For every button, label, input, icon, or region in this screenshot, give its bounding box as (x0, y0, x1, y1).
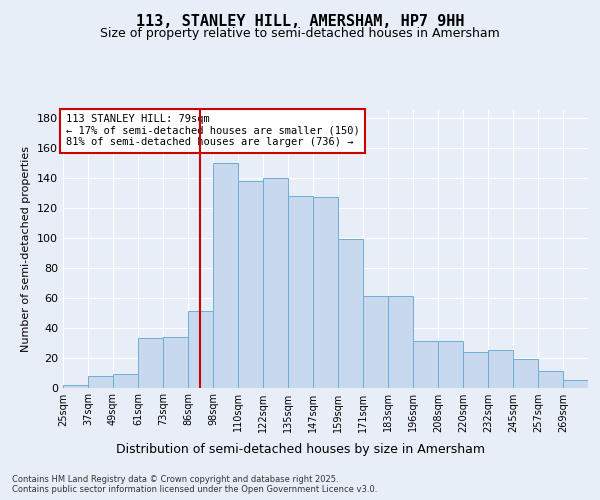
Bar (163, 336, 188, 388)
Bar (63, 384, 88, 388)
Text: Distribution of semi-detached houses by size in Amersham: Distribution of semi-detached houses by … (115, 442, 485, 456)
Y-axis label: Number of semi-detached properties: Number of semi-detached properties (22, 146, 31, 352)
Bar (388, 296, 413, 388)
Bar (238, 180, 263, 388)
Bar (113, 374, 138, 388)
Bar (488, 350, 513, 388)
Bar (213, 162, 238, 388)
Bar (288, 196, 313, 388)
Text: Size of property relative to semi-detached houses in Amersham: Size of property relative to semi-detach… (100, 28, 500, 40)
Text: 113, STANLEY HILL, AMERSHAM, HP7 9HH: 113, STANLEY HILL, AMERSHAM, HP7 9HH (136, 14, 464, 29)
Bar (438, 341, 463, 388)
Text: 113 STANLEY HILL: 79sqm
← 17% of semi-detached houses are smaller (150)
81% of s: 113 STANLEY HILL: 79sqm ← 17% of semi-de… (65, 114, 359, 148)
Bar (513, 359, 538, 388)
Bar (538, 371, 563, 388)
Bar (313, 197, 338, 388)
Text: Contains HM Land Registry data © Crown copyright and database right 2025.
Contai: Contains HM Land Registry data © Crown c… (12, 475, 377, 494)
Bar (263, 178, 288, 388)
Bar (88, 376, 113, 388)
Bar (463, 352, 488, 388)
Bar (338, 239, 363, 388)
Bar (188, 311, 213, 388)
Bar (138, 338, 163, 388)
Bar (563, 380, 588, 388)
Bar (363, 296, 388, 388)
Bar (413, 341, 438, 388)
